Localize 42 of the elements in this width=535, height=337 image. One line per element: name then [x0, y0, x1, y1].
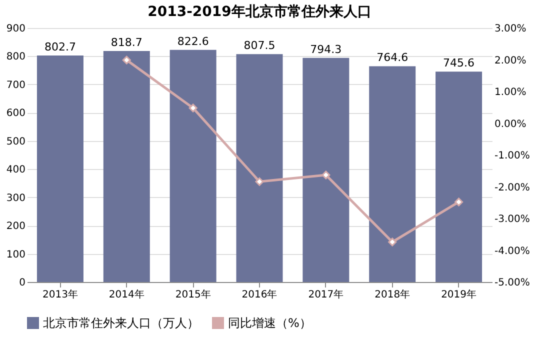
y-tick-label: 100 [6, 249, 26, 260]
y-tick-label: 0 [19, 278, 26, 288]
point [122, 56, 131, 64]
y-tick-label: 400 [6, 164, 26, 176]
x-tick-label: 2015年 [175, 288, 211, 300]
y2-tick-label: -4.00% [494, 246, 530, 257]
point [255, 177, 264, 186]
data-label: 764.6 [376, 51, 408, 64]
y-tick-label: 300 [6, 192, 26, 204]
x-tick-label: 2016年 [242, 288, 278, 300]
y-tick-label: 800 [6, 52, 26, 63]
y2-tick-label: 2.00% [494, 55, 526, 66]
point [454, 198, 464, 206]
legend-label: 同比增速（%） [228, 316, 312, 330]
y-tick-label: 600 [6, 108, 26, 120]
y2-tick-label: 3.00% [494, 24, 526, 34]
point [188, 104, 198, 112]
y2-tick-label: -2.00% [494, 182, 530, 194]
chart-title: 2013-2019年北京市常住外来人口 [148, 3, 372, 20]
y2-tick-label: -1.00% [494, 150, 530, 162]
y-tick-label: 200 [6, 221, 26, 232]
data-label: 818.7 [110, 36, 142, 49]
data-label: 745.6 [443, 56, 475, 70]
y-tick-label: 500 [6, 136, 26, 148]
y2-tick-label: -3.00% [494, 214, 530, 225]
y2-tick-label: -5.00% [494, 278, 530, 288]
y2-tick-label: 0.00% [494, 118, 526, 130]
legend-label: 北京市常住外来人口（万人） [43, 316, 199, 330]
y-tick-label: 900 [6, 24, 26, 34]
data-label: 822.6 [177, 34, 209, 48]
x-tick-label: 2018年 [374, 288, 410, 300]
y2-tick-label: 1.00% [494, 87, 526, 98]
data-label: 802.7 [44, 40, 76, 54]
x-tick-label: 2014年 [108, 288, 144, 300]
x-tick-label: 2019年 [441, 288, 477, 300]
y-tick-label: 700 [6, 80, 26, 91]
data-label: 794.3 [310, 42, 342, 56]
point [388, 238, 397, 246]
point [322, 170, 330, 180]
x-tick-label: 2017年 [308, 288, 344, 300]
data-label: 807.5 [244, 39, 276, 52]
x-tick-label: 2013年 [42, 288, 78, 300]
